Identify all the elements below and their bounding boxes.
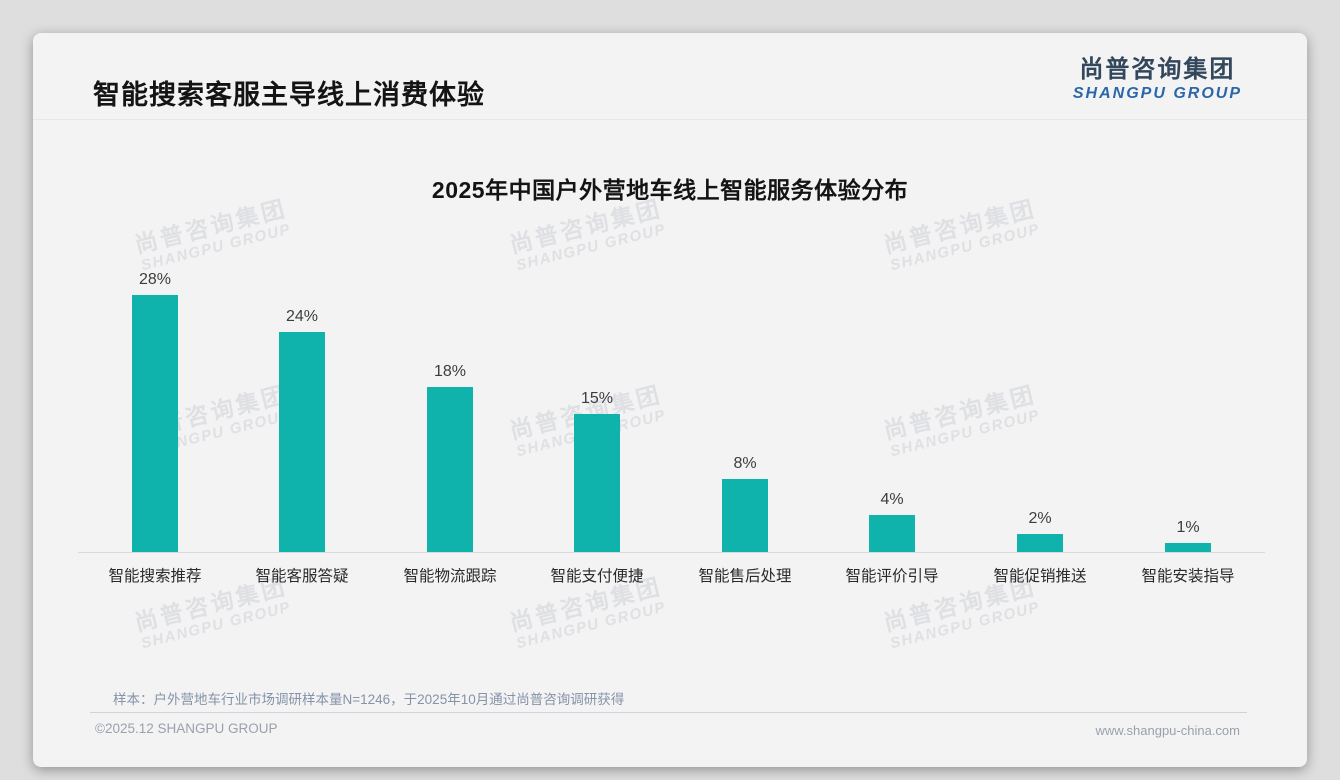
- bar: [574, 414, 620, 552]
- bar-category-label: 智能搜索推荐: [108, 568, 202, 585]
- bar-category-label: 智能支付便捷: [550, 568, 644, 585]
- website-url: www.shangpu-china.com: [1095, 723, 1240, 738]
- bar-value-label: 2%: [1028, 510, 1052, 527]
- bar: [722, 479, 768, 552]
- bar: [132, 295, 178, 552]
- page-title: 智能搜索客服主导线上消费体验: [93, 80, 485, 110]
- chart-title: 2025年中国户外营地车线上智能服务体验分布: [431, 177, 909, 203]
- slide-card: 尚普咨询集团 SHANGPU GROUP 尚普咨询集团 SHANGPU GROUP 尚普…: [33, 33, 1307, 767]
- bar-value-label: 24%: [285, 308, 319, 325]
- bar-category-label: 智能物流跟踪: [403, 568, 497, 585]
- bar: [1017, 534, 1063, 552]
- header-divider: [33, 119, 1307, 120]
- bar: [1165, 543, 1211, 552]
- logo-english-name: SHANGPU GROUP: [1072, 85, 1242, 103]
- logo-chinese-name: 尚普咨询集团: [1079, 56, 1236, 83]
- bar-chart-plot: 28% 智能搜索推荐 24% 智能客服答疑 18% 智能物流跟踪 15% 智能支付便捷 8% 智能…: [33, 33, 1307, 767]
- sample-note: 样本：户外营地车行业市场调研样本量N=1246，于2025年10月通过尚普咨询调…: [113, 692, 625, 707]
- bar-value-label: 28%: [138, 271, 172, 288]
- bar-value-label: 18%: [433, 363, 467, 380]
- footer-divider: [90, 712, 1247, 713]
- bar: [427, 387, 473, 552]
- bar-value-label: 4%: [880, 491, 904, 508]
- bar-category-label: 智能客服答疑: [255, 568, 349, 585]
- bar: [869, 515, 915, 552]
- x-axis-line: [78, 552, 1265, 553]
- bar-category-label: 智能评价引导: [845, 568, 939, 585]
- bar-value-label: 15%: [580, 390, 614, 407]
- bar-category-label: 智能安装指导: [1141, 568, 1235, 585]
- bar-value-label: 8%: [733, 455, 757, 472]
- bar: [279, 332, 325, 552]
- company-logo: 尚普咨询集团 SHANGPU GROUP: [1072, 56, 1242, 103]
- bar-value-label: 1%: [1176, 519, 1200, 536]
- copyright-text: ©2025.12 SHANGPU GROUP: [95, 721, 278, 736]
- bar-category-label: 智能售后处理: [698, 568, 792, 585]
- bar-category-label: 智能促销推送: [993, 568, 1087, 585]
